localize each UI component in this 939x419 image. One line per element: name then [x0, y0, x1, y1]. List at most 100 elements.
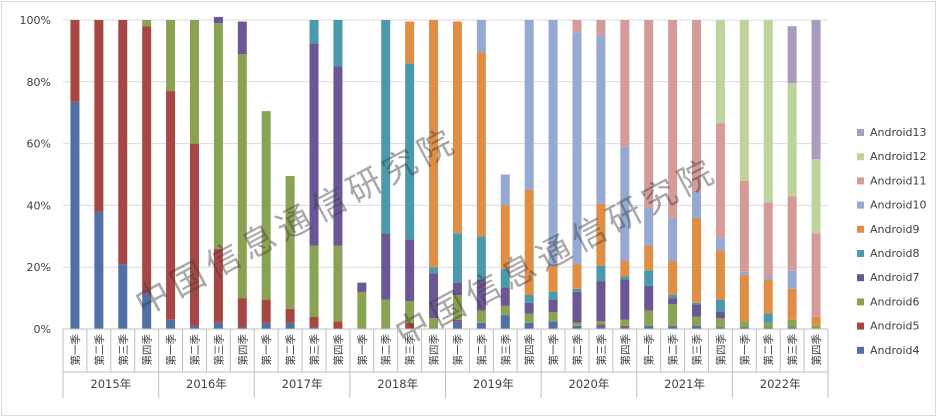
- bar-segment-android8: [309, 20, 319, 44]
- bar-segment-android8: [429, 267, 439, 274]
- bar-segment-android12: [715, 20, 725, 124]
- bar-segment-android7: [692, 304, 702, 317]
- bar-segment-android4: [452, 321, 462, 329]
- legend-swatch: [857, 177, 864, 185]
- bar-segment-android11: [644, 20, 654, 209]
- bar-segment-android4: [763, 327, 773, 329]
- bar-segment-android6: [333, 245, 343, 322]
- bar-segment-android11: [763, 202, 773, 277]
- quarter-label: 第四季: [523, 334, 536, 366]
- legend-swatch: [857, 201, 864, 209]
- bar-segment-android5: [142, 26, 152, 294]
- quarter-label: 第二季: [93, 334, 106, 366]
- bar-segment-android5: [285, 308, 295, 323]
- legend-swatch: [857, 274, 864, 282]
- bar-segment-android7: [644, 285, 654, 311]
- bar-segment-android6: [261, 111, 271, 300]
- bar-segment-android6: [476, 310, 486, 323]
- bar-segment-android5: [405, 322, 415, 329]
- bar-segment-android9: [572, 264, 582, 289]
- x-axis: 第一季 第二季 第三季 第四季 第一季 第二季 第三季 第四季 第一季 第二季 第三季 第四季 第一季第…: [62, 328, 829, 398]
- legend-label: Android5: [870, 320, 920, 333]
- bar-segment-android4: [787, 327, 797, 329]
- bar-segment-android10: [763, 276, 773, 280]
- y-tick-label: 0%: [34, 323, 51, 336]
- quarter-label: 第四季: [714, 334, 727, 366]
- bar-segment-android5: [189, 143, 199, 326]
- bar-segment-android7: [572, 291, 582, 323]
- bar-segment-android10: [715, 237, 725, 251]
- bar-segment-android4: [309, 327, 319, 329]
- bar-segment-android5: [620, 325, 630, 328]
- quarter-label: 第二季: [762, 334, 775, 366]
- bar-segment-android4: [142, 293, 152, 329]
- bar-segment-android9: [787, 288, 797, 320]
- bar-segment-android6: [811, 325, 821, 329]
- legend-swatch: [857, 346, 864, 354]
- bar-segment-android7: [381, 233, 391, 300]
- quarter-label: 第二季: [667, 334, 680, 366]
- bar-segment-android7: [333, 66, 343, 246]
- legend-label: Android11: [870, 174, 927, 187]
- bar-segment-android5: [309, 316, 319, 328]
- bar-segment-android6: [763, 322, 773, 328]
- bar-segment-android6: [596, 321, 606, 325]
- bar-segment-android7: [596, 281, 606, 322]
- bar-segment-android8: [405, 63, 415, 240]
- bar-segment-android4: [118, 264, 128, 329]
- bar-segment-android5: [333, 321, 343, 329]
- bar-segment-android6: [500, 305, 510, 316]
- bar-segment-android10: [524, 20, 534, 190]
- legend-label: Android8: [870, 247, 920, 260]
- legend-swatch: [857, 250, 864, 257]
- bar-segment-android4: [572, 325, 582, 329]
- legend-label: Android6: [870, 295, 920, 308]
- bar-segment-android4: [70, 101, 80, 329]
- legend-label: Android4: [870, 344, 920, 357]
- quarter-label: 第二季: [188, 334, 201, 366]
- bar-segment-android11: [811, 233, 821, 317]
- bar-segment-android6: [692, 316, 702, 326]
- bar-segment-android4: [644, 325, 654, 329]
- y-tick-label: 60%: [27, 138, 51, 151]
- bar-segment-android4: [524, 322, 534, 329]
- bar-segment-android9: [811, 316, 821, 326]
- year-label: 2020年: [569, 377, 610, 391]
- bar-segment-android6: [739, 321, 749, 328]
- year-label: 2021年: [664, 377, 705, 391]
- bar-segment-android8: [715, 299, 725, 312]
- quarter-label: 第一季: [451, 334, 464, 366]
- bar-segment-android10: [644, 208, 654, 246]
- bar-segment-android9: [668, 261, 678, 296]
- bar-segment-android8: [381, 20, 391, 234]
- bar-segment-android4: [261, 322, 271, 329]
- bar-segment-android8: [476, 236, 486, 280]
- legend-label: Android10: [870, 199, 927, 212]
- bar-segment-android8: [500, 268, 510, 288]
- bar-segment-android6: [668, 304, 678, 326]
- bar-segment-android8: [548, 291, 558, 300]
- bar-segment-android9: [715, 250, 725, 300]
- bar-segment-android6: [405, 301, 415, 323]
- bar-segment-android11: [715, 123, 725, 238]
- bar-segment-android4: [739, 327, 749, 329]
- bar-segment-android7: [237, 21, 247, 54]
- bar-segment-android12: [739, 20, 749, 181]
- legend-swatch: [857, 225, 864, 233]
- bar-segment-android4: [548, 321, 558, 329]
- bar-segment-android6: [715, 318, 725, 328]
- bars: [70, 16, 821, 329]
- y-tick-label: 80%: [27, 76, 51, 89]
- bar-segment-android9: [692, 217, 702, 303]
- bar-segment-android8: [763, 313, 773, 323]
- bar-segment-android8: [620, 276, 630, 280]
- bar-segment-android10: [548, 20, 558, 266]
- bar-segment-android8: [668, 295, 678, 299]
- bar-segment-android11: [572, 20, 582, 33]
- quarter-label: 第三季: [308, 334, 321, 366]
- year-label: 2015年: [90, 377, 131, 391]
- quarter-label: 第三季: [404, 334, 417, 366]
- bar-segment-android7: [405, 239, 415, 302]
- bar-segment-android5: [237, 298, 247, 328]
